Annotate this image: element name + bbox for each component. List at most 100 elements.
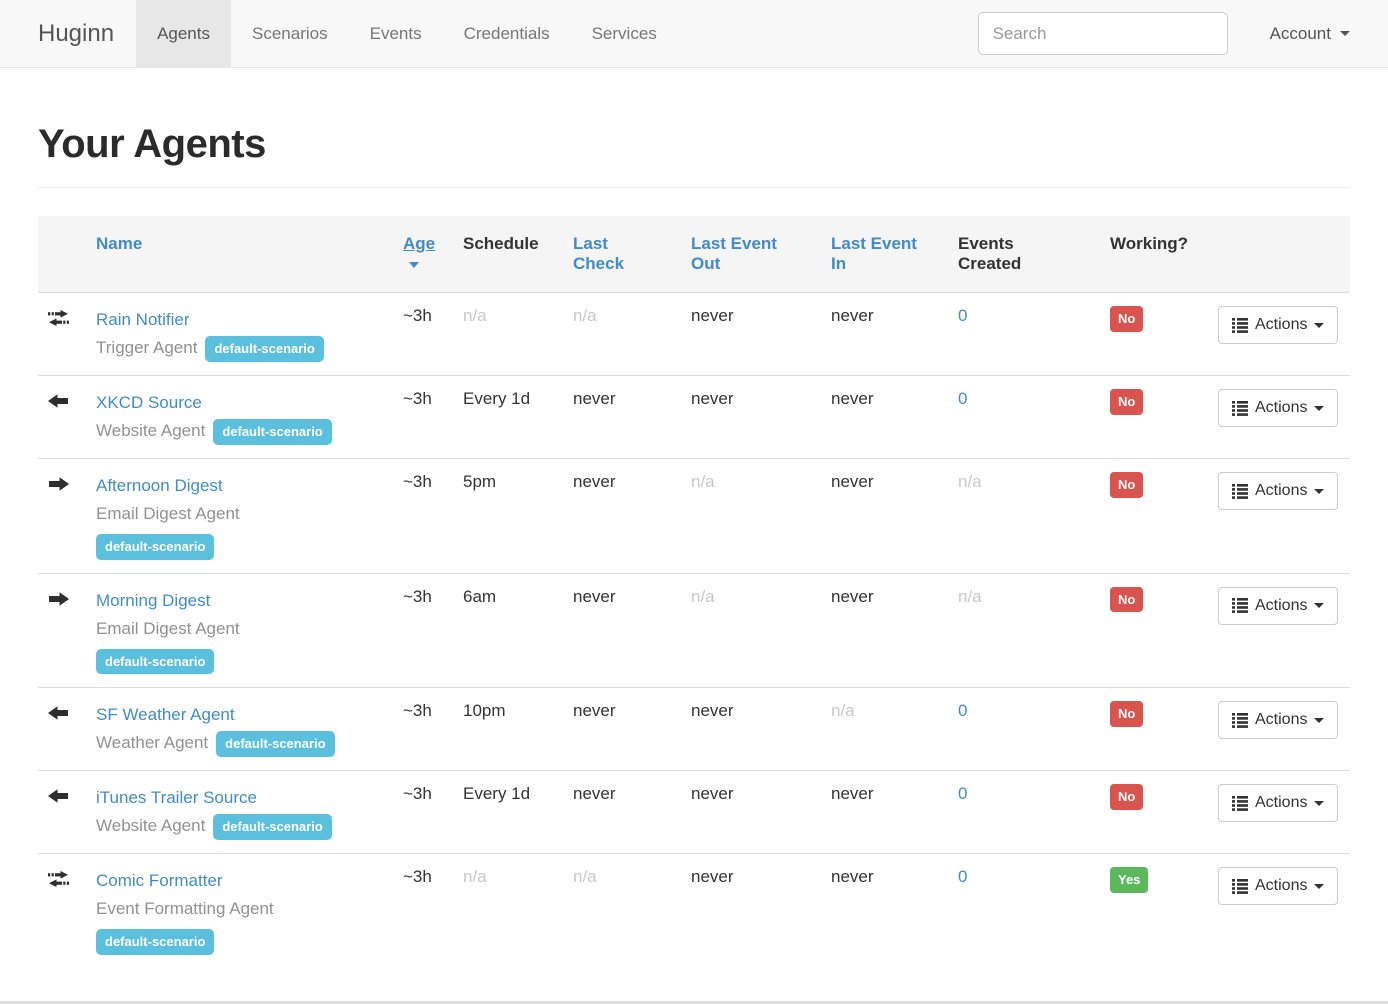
agent-name-link[interactable]: Morning Digest bbox=[96, 590, 211, 610]
last-check-cell: never bbox=[567, 687, 685, 771]
agent-name-link[interactable]: iTunes Trailer Source bbox=[96, 788, 257, 808]
actions-button[interactable]: Actions bbox=[1218, 306, 1339, 344]
caret-down-icon bbox=[1314, 405, 1325, 411]
sort-name-link[interactable]: Name bbox=[96, 234, 143, 253]
agent-name-link[interactable]: SF Weather Agent bbox=[96, 705, 235, 725]
title-divider bbox=[38, 187, 1350, 188]
header-icon-col bbox=[38, 216, 90, 293]
arrow-right-icon bbox=[48, 591, 84, 607]
agent-name-link[interactable]: Comic Formatter bbox=[96, 871, 223, 891]
actions-button[interactable]: Actions bbox=[1218, 586, 1339, 625]
last-check-cell: never bbox=[567, 770, 685, 854]
actions-button[interactable]: Actions bbox=[1218, 472, 1339, 510]
sort-last-event-out-link[interactable]: Last Event Out bbox=[691, 234, 777, 273]
age-cell: ~3h bbox=[397, 572, 457, 688]
table-row: Afternoon Digest Email Digest Agent defa… bbox=[38, 458, 1350, 574]
table-header-row: Name Age Schedule Last Check Last Event … bbox=[38, 216, 1350, 293]
schedule-cell: 10pm bbox=[457, 687, 567, 771]
age-cell: ~3h bbox=[397, 687, 457, 771]
age-cell: ~3h bbox=[397, 375, 457, 459]
brand-logo[interactable]: Huginn bbox=[38, 19, 115, 47]
schedule-cell: Every 1d bbox=[457, 770, 567, 854]
last-event-out-cell: n/a bbox=[685, 458, 825, 574]
caret-down-icon bbox=[1314, 603, 1325, 609]
page-title: Your Agents bbox=[38, 122, 266, 166]
header-schedule: Schedule bbox=[457, 216, 567, 293]
last-event-in-cell: never bbox=[825, 292, 952, 376]
last-event-out-cell: never bbox=[685, 770, 825, 854]
events-count-link[interactable]: 0 bbox=[958, 867, 968, 887]
events-count-link[interactable]: 0 bbox=[958, 701, 968, 721]
last-check-cell: n/a bbox=[567, 853, 685, 969]
working-badge: No bbox=[1110, 472, 1144, 498]
table-row: SF Weather Agent Weather Agent default-sc… bbox=[38, 687, 1350, 771]
schedule-cell: n/a bbox=[457, 853, 567, 969]
working-badge: No bbox=[1110, 701, 1144, 727]
nav-item-scenarios[interactable]: Scenarios bbox=[252, 23, 328, 43]
caret-down-icon bbox=[1314, 883, 1325, 889]
table-row: Rain Notifier Trigger Agent default-scena… bbox=[38, 292, 1350, 376]
header-events-created: Events Created bbox=[952, 216, 1104, 293]
account-menu[interactable]: Account bbox=[1228, 0, 1388, 67]
agent-type-label: Weather Agent bbox=[96, 733, 209, 753]
list-icon bbox=[1232, 878, 1248, 894]
caret-down-icon bbox=[1314, 488, 1325, 494]
nav-item-credentials[interactable]: Credentials bbox=[463, 23, 550, 43]
nav-item-agents[interactable]: Agents bbox=[136, 0, 231, 67]
header-actions-col bbox=[1212, 216, 1350, 293]
scenario-badge[interactable]: default-scenario bbox=[213, 419, 332, 445]
scenario-badge[interactable]: default-scenario bbox=[96, 648, 215, 675]
list-icon bbox=[1232, 317, 1248, 333]
events-created-cell: 0 bbox=[952, 375, 1104, 459]
table-row: iTunes Trailer Source Website Agent defau… bbox=[38, 770, 1350, 854]
last-event-in-cell: never bbox=[825, 572, 952, 688]
nav-spacer bbox=[678, 0, 978, 67]
schedule-cell: 5pm bbox=[457, 458, 567, 574]
age-cell: ~3h bbox=[397, 853, 457, 969]
agent-name-link[interactable]: Afternoon Digest bbox=[96, 476, 223, 495]
actions-button[interactable]: Actions bbox=[1218, 867, 1339, 906]
nav-item-services[interactable]: Services bbox=[591, 23, 657, 43]
agent-name-link[interactable]: Rain Notifier bbox=[96, 310, 190, 329]
events-count-link[interactable]: 0 bbox=[958, 306, 968, 325]
schedule-cell: n/a bbox=[457, 292, 567, 376]
schedule-cell: 6am bbox=[457, 572, 567, 688]
last-event-out-cell: n/a bbox=[685, 572, 825, 688]
scenario-badge[interactable]: default-scenario bbox=[216, 731, 335, 757]
last-event-in-cell: never bbox=[825, 853, 952, 969]
sort-last-event-in-link[interactable]: Last Event In bbox=[831, 234, 917, 273]
main-nav: Agents Scenarios Events Credentials Serv… bbox=[136, 0, 678, 67]
agent-type-label: Website Agent bbox=[96, 816, 206, 836]
footer-divider bbox=[0, 1001, 1388, 1004]
actions-button[interactable]: Actions bbox=[1218, 389, 1339, 427]
working-badge: No bbox=[1110, 389, 1144, 415]
search-input[interactable] bbox=[977, 12, 1228, 55]
agent-type-label: Email Digest Agent bbox=[96, 504, 240, 523]
events-count-link[interactable]: 0 bbox=[958, 389, 968, 408]
scenario-badge[interactable]: default-scenario bbox=[96, 929, 215, 955]
scenario-badge[interactable]: default-scenario bbox=[205, 336, 324, 362]
header-name: Name bbox=[90, 216, 397, 293]
actions-button[interactable]: Actions bbox=[1218, 701, 1339, 740]
exchange-icon bbox=[48, 871, 84, 888]
table-row: Comic Formatter Event Formatting Agent d… bbox=[38, 853, 1350, 969]
last-event-in-cell: never bbox=[825, 375, 952, 459]
last-event-out-cell: never bbox=[685, 687, 825, 771]
events-created-cell: n/a bbox=[952, 458, 1104, 574]
caret-down-icon bbox=[1314, 322, 1325, 328]
last-event-in-cell: never bbox=[825, 458, 952, 574]
events-count-link[interactable]: 0 bbox=[958, 784, 968, 804]
actions-button[interactable]: Actions bbox=[1218, 784, 1339, 823]
agent-name-link[interactable]: XKCD Source bbox=[96, 393, 202, 412]
last-check-cell: n/a bbox=[567, 292, 685, 376]
scenario-badge[interactable]: default-scenario bbox=[213, 814, 332, 840]
list-icon bbox=[1232, 598, 1248, 613]
working-badge: No bbox=[1110, 586, 1144, 613]
table-row: Morning Digest Email Digest Agent defaul… bbox=[38, 572, 1350, 688]
table-row: XKCD Source Website Agent default-scenari… bbox=[38, 375, 1350, 459]
age-cell: ~3h bbox=[397, 292, 457, 376]
scenario-badge[interactable]: default-scenario bbox=[96, 534, 215, 560]
sort-last-check-link[interactable]: Last Check bbox=[573, 234, 625, 273]
sort-age-link[interactable]: Age bbox=[403, 234, 436, 253]
nav-item-events[interactable]: Events bbox=[369, 23, 422, 43]
